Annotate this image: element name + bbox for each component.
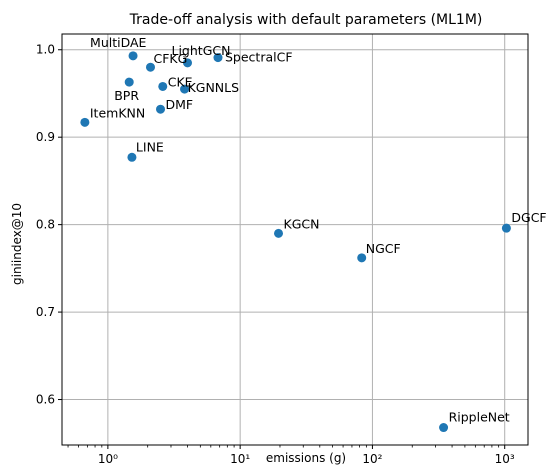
data-point-label: DMF — [166, 97, 194, 112]
x-tick-label: 10² — [362, 452, 382, 466]
y-tick-label: 0.6 — [36, 393, 55, 407]
grid-lines — [62, 34, 528, 445]
data-point-label: RippleNet — [449, 410, 510, 425]
y-tick-label: 0.7 — [36, 305, 55, 319]
x-axis-ticks: 10⁰ 10¹ 10² 10³ — [67, 445, 515, 466]
data-point-multidae — [128, 51, 138, 61]
x-axis-label: emissions (g) — [266, 451, 346, 465]
data-point-label: LINE — [136, 139, 164, 154]
data-point-label: NGCF — [366, 241, 401, 256]
y-tick-label: 0.8 — [36, 218, 55, 232]
data-point-itemknn — [80, 117, 90, 127]
data-point-dmf — [156, 104, 166, 114]
data-points — [80, 51, 511, 433]
data-point-kgcn — [274, 228, 284, 238]
x-tick-label: 10⁰ — [98, 452, 118, 466]
y-tick-label: 0.9 — [36, 130, 55, 144]
data-point-label: LightGCN — [172, 43, 231, 58]
data-point-label: ItemKNN — [90, 105, 145, 120]
y-tick-label: 1.0 — [36, 43, 55, 57]
y-axis-label: giniindex@10 — [10, 203, 24, 285]
data-point-kgnnls — [180, 84, 190, 94]
data-point-label: MultiDAE — [90, 35, 147, 50]
data-point-label: CFKG — [153, 51, 187, 66]
data-point-lightgcn — [183, 58, 193, 68]
data-point-ripplenet — [439, 423, 449, 433]
x-tick-label: 10³ — [495, 452, 515, 466]
data-point-bpr — [124, 77, 134, 87]
data-point-line — [127, 152, 137, 162]
data-point-label: KGNNLS — [188, 80, 240, 95]
data-point-ngcf — [357, 253, 367, 263]
data-point-label: CKE — [168, 74, 193, 89]
data-point-spectralcf — [213, 53, 223, 63]
data-point-dgcf — [501, 223, 511, 233]
chart-title: Trade-off analysis with default paramete… — [129, 12, 483, 28]
data-point-label: BPR — [114, 88, 139, 103]
y-axis-ticks: 0.6 0.7 0.8 0.9 1.0 — [36, 43, 62, 407]
data-point-cke — [158, 81, 168, 91]
data-point-label: SpectralCF — [225, 50, 293, 65]
data-point-label: KGCN — [284, 216, 320, 231]
data-point-cfkg — [145, 62, 155, 72]
x-tick-label: 10¹ — [230, 452, 250, 466]
plot-frame — [61, 33, 529, 446]
data-point-label: DGCF — [511, 210, 546, 225]
